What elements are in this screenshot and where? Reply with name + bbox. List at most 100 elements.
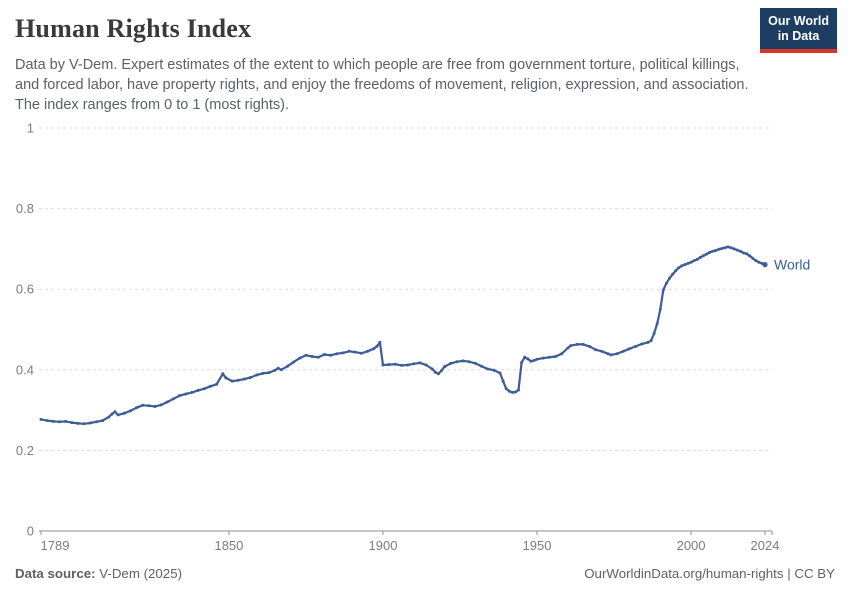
data-point [165,400,169,404]
data-point [467,360,471,364]
data-point [449,361,453,365]
data-point [741,251,745,255]
data-point [541,356,545,360]
data-point [322,353,326,356]
data-point [190,390,194,394]
y-tick-label: 0.2 [16,443,34,458]
x-tick-label: 2024 [751,538,780,553]
data-point [298,356,302,360]
data-point [514,390,517,394]
chart-subtitle: Data by V-Dem. Expert estimates of the e… [15,57,749,113]
data-point [375,344,379,348]
data-point [58,420,61,424]
data-point [267,371,271,375]
data-point [273,368,277,372]
data-point [569,344,573,348]
data-point [347,349,351,353]
data-point [686,261,690,265]
data-point [286,364,289,368]
data-point [720,247,724,250]
data-point [738,249,742,253]
rights-link[interactable]: OurWorldinData.org/human-rights | CC BY [584,566,835,581]
data-point [440,369,443,373]
data-point [729,246,733,250]
data-point [600,349,604,353]
data-point [76,421,80,425]
data-point [147,404,151,408]
data-source-value: V-Dem (2025) [95,566,183,581]
data-point [627,347,631,351]
data-point [45,419,49,423]
data-point [381,363,385,367]
data-point [310,355,314,358]
data-point [473,361,477,365]
data-point [261,371,265,375]
data-point [701,254,705,258]
data-point [113,410,117,414]
data-point [745,252,748,256]
data-point [655,322,659,325]
data-source-label: Data source: [15,566,96,581]
data-point [159,403,163,407]
series-label-world[interactable]: World [774,257,810,273]
data-point [378,340,382,344]
data-point [501,379,505,383]
data-source: Data source: V-Dem (2025) [15,566,182,581]
data-point [455,360,459,364]
data-point [621,349,625,353]
data-point [316,355,320,359]
data-point [461,359,465,363]
data-point [529,359,533,363]
data-point [221,372,225,376]
data-point [424,363,428,367]
data-point [215,382,219,386]
data-point [726,245,730,249]
data-point [107,415,111,419]
data-point [224,376,228,380]
owid-logo[interactable]: Our World in Data [760,8,837,53]
data-point [717,247,721,251]
data-point [433,370,437,374]
data-point [708,251,711,254]
data-point [668,276,671,280]
data-point [510,390,514,394]
data-point [732,247,736,251]
data-point [677,266,681,270]
data-point [101,419,105,423]
chart-footer: Data source: V-Dem (2025) OurWorldinData… [15,566,835,581]
data-point [51,419,55,423]
data-point [430,367,434,371]
data-point [587,344,591,348]
data-point [498,371,502,375]
data-point [658,307,662,311]
owid-logo-line1: Our World [768,14,829,28]
data-point [554,355,557,358]
data-point [748,254,752,258]
data-point [353,350,357,354]
data-point [680,264,684,268]
y-tick-label: 0 [27,524,34,539]
data-point [754,259,758,263]
data-point [359,351,363,355]
data-point [609,353,613,357]
data-point [292,360,296,364]
world-series-line [39,245,767,425]
data-point [249,376,252,379]
data-point [443,365,447,369]
data-point [236,378,240,382]
data-point [547,355,551,359]
data-point [110,412,114,416]
data-point [606,352,610,356]
data-point [172,397,175,401]
data-point [82,422,86,426]
data-point [418,361,422,365]
data-point [116,413,120,417]
data-point [523,355,527,359]
data-point [723,246,727,250]
data-point [695,257,699,261]
data-point [652,332,656,335]
data-point [649,339,653,343]
data-point [711,249,715,253]
data-point [532,359,536,362]
data-point [646,340,650,344]
